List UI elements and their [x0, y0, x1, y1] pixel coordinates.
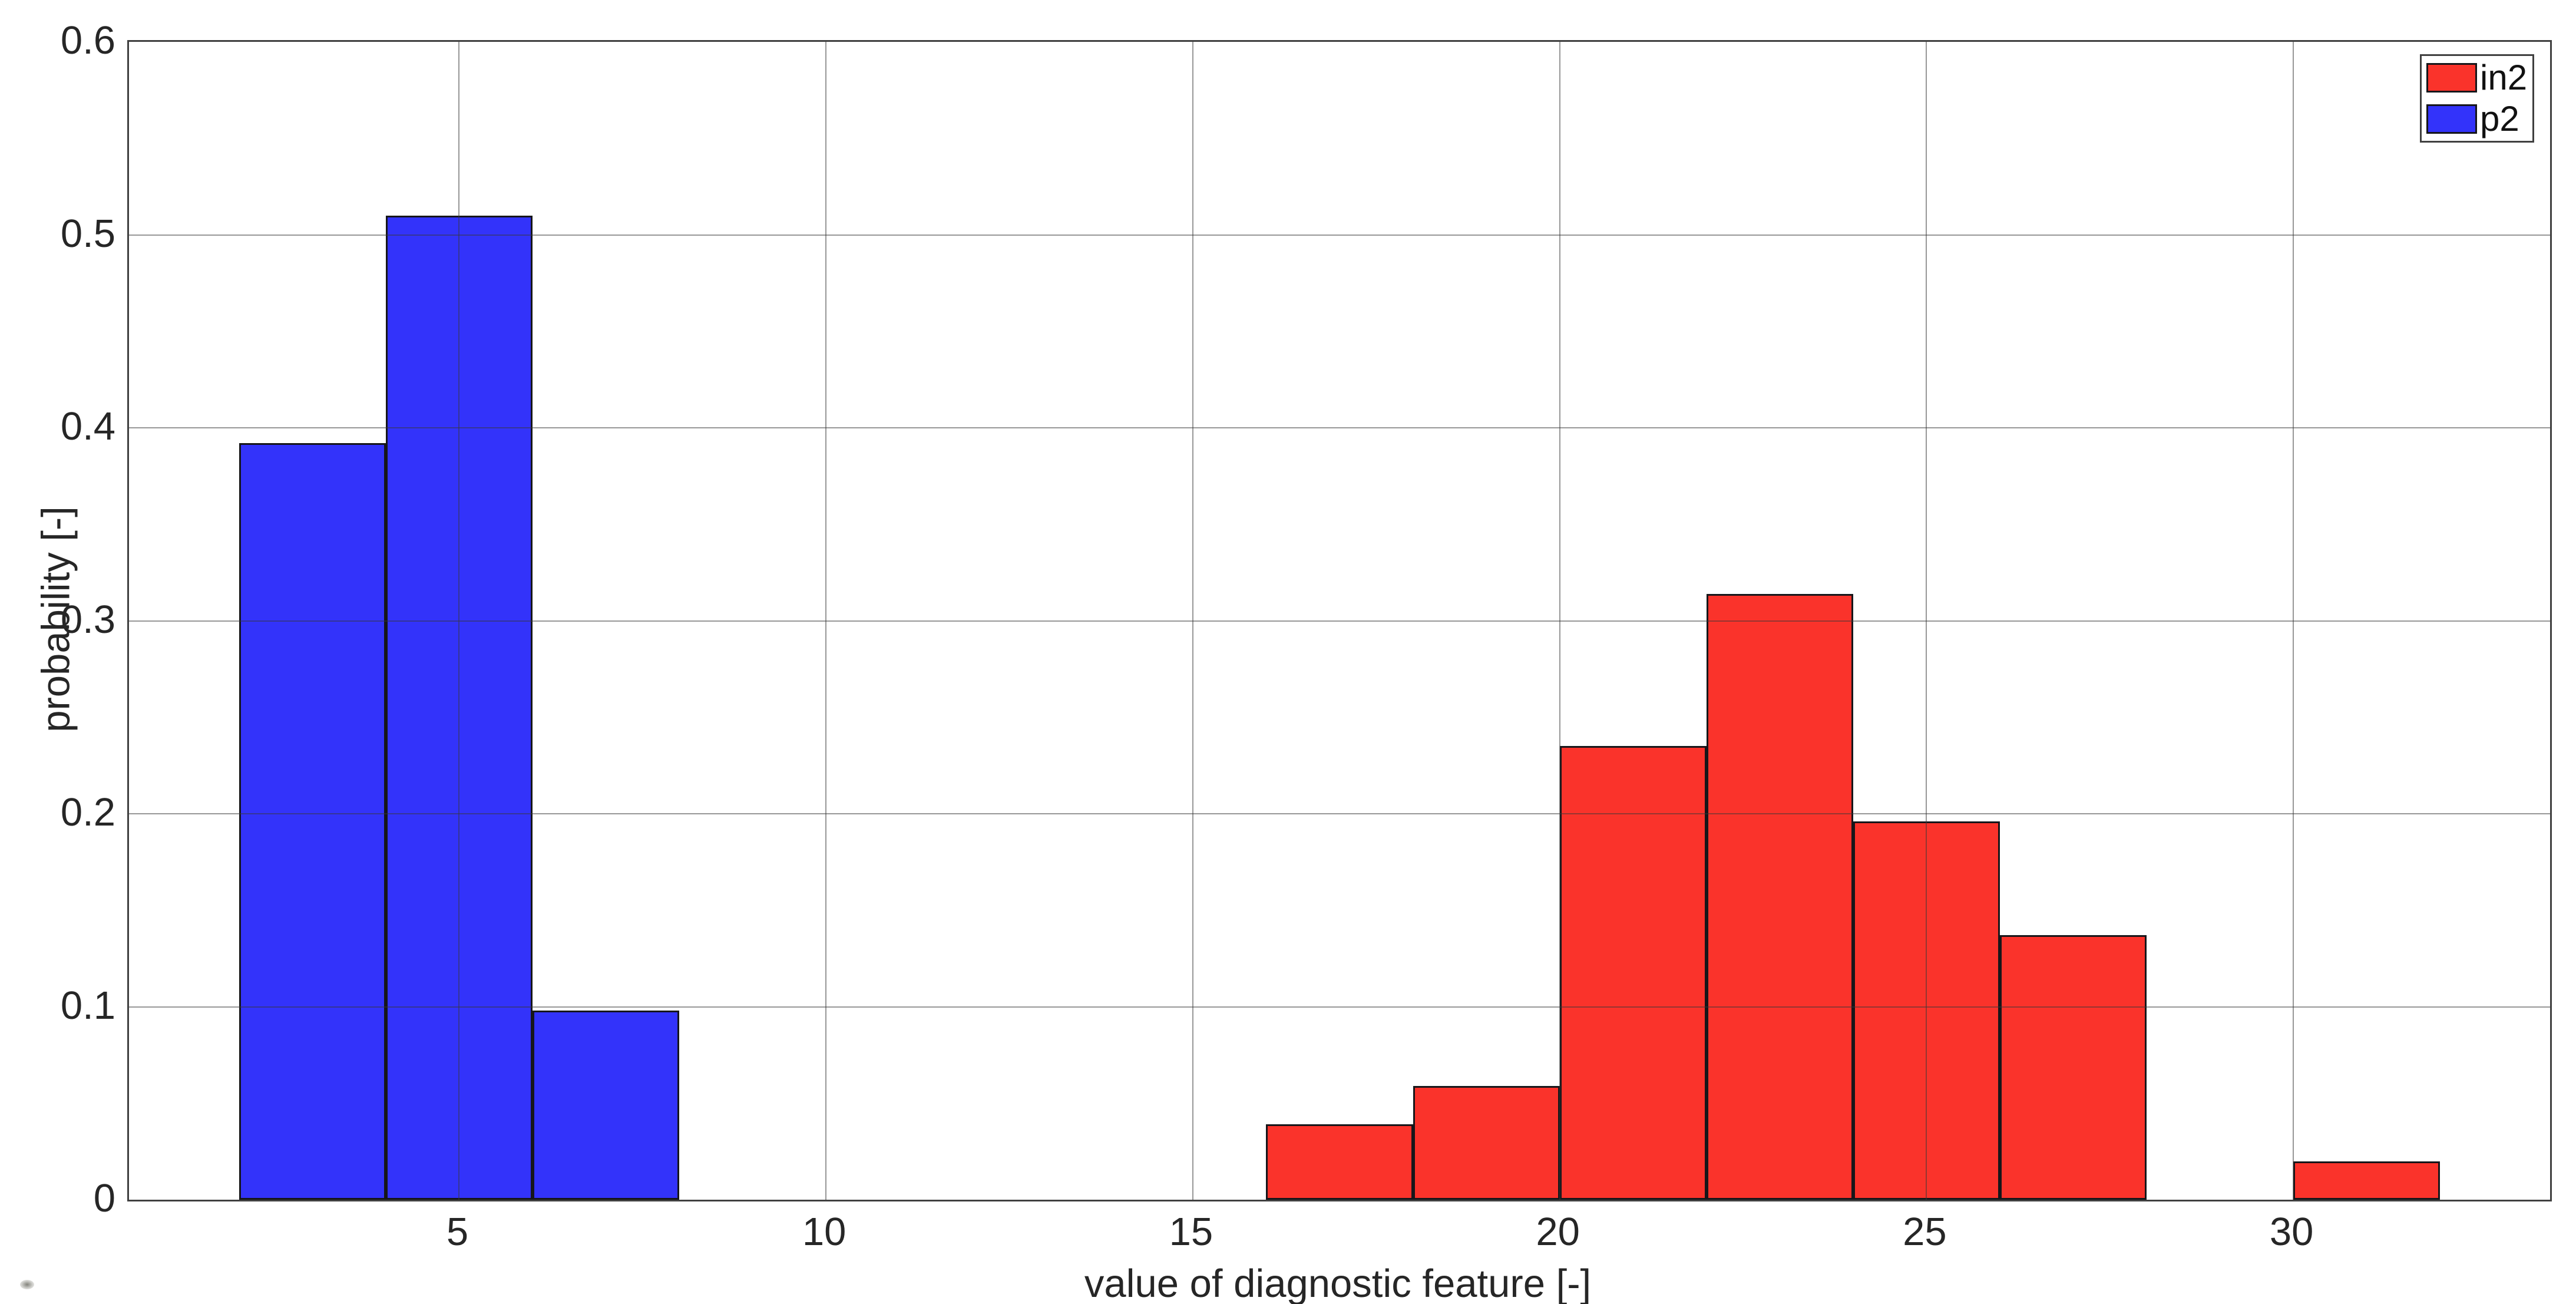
x-axis-label: value of diagnostic feature [-]	[1084, 1262, 1592, 1304]
bar-in2-16-18	[1266, 1124, 1413, 1200]
bar-in2-26-28	[1999, 935, 2147, 1200]
bar-in2-18-20	[1413, 1085, 1560, 1200]
stray-mark	[20, 1280, 34, 1289]
gridline-y-0.3	[129, 620, 2550, 622]
x-tick-label-15: 15	[1169, 1210, 1213, 1254]
legend-label-p2: p2	[2480, 99, 2519, 138]
x-tick-label-25: 25	[1903, 1210, 1947, 1254]
gridline-y-0.4	[129, 427, 2550, 428]
legend-swatch-p2	[2426, 104, 2477, 134]
y-tick-label-0.5: 0.5	[60, 211, 115, 256]
bar-in2-22-24	[1706, 593, 1853, 1200]
gridline-y-0.5	[129, 234, 2550, 236]
x-tick-label-5: 5	[446, 1210, 469, 1254]
legend-swatch-in2	[2426, 63, 2477, 93]
bar-p2-6-8	[533, 1011, 680, 1200]
legend: in2 p2	[2420, 54, 2534, 143]
x-tick-label-20: 20	[1536, 1210, 1580, 1254]
legend-entry-in2: in2	[2426, 58, 2528, 97]
y-tick-label-0: 0	[93, 1176, 115, 1220]
legend-label-in2: in2	[2480, 58, 2528, 97]
y-tick-label-0.2: 0.2	[60, 790, 115, 834]
gridline-y-0.2	[129, 813, 2550, 814]
y-tick-label-0.6: 0.6	[60, 18, 115, 62]
y-tick-label-0.4: 0.4	[60, 404, 115, 448]
y-tick-label-0.3: 0.3	[60, 597, 115, 642]
x-tick-label-30: 30	[2269, 1210, 2314, 1254]
bar-in2-20-22	[1559, 746, 1707, 1200]
gridline-y-0.1	[129, 1006, 2550, 1008]
y-tick-label-0.1: 0.1	[60, 983, 115, 1028]
x-tick-label-10: 10	[802, 1210, 846, 1254]
plot-area	[127, 40, 2552, 1201]
bar-in2-30-32	[2293, 1161, 2441, 1200]
legend-entry-p2: p2	[2426, 99, 2528, 138]
bar-p2-2-4	[239, 443, 386, 1200]
